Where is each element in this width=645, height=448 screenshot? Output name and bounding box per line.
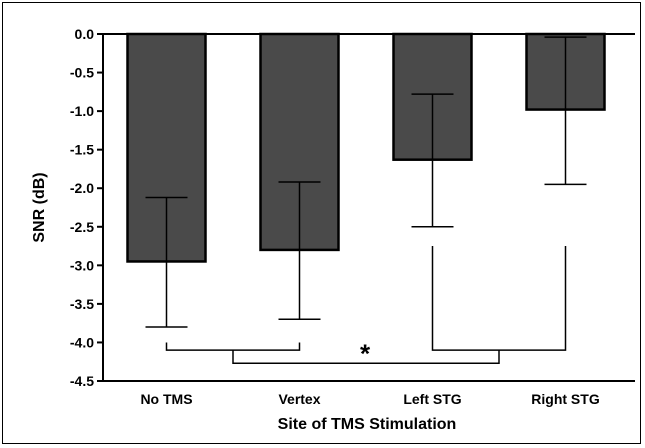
y-tick-label: -1.0 bbox=[70, 103, 94, 119]
x-tick-label: Right STG bbox=[531, 391, 600, 407]
y-tick-label: -4.5 bbox=[70, 373, 94, 389]
y-tick-label: -2.0 bbox=[70, 180, 94, 196]
significance-star: * bbox=[360, 338, 371, 368]
x-tick-label: Vertex bbox=[278, 391, 320, 407]
x-axis-title: Site of TMS Stimulation bbox=[278, 416, 457, 433]
x-tick-label: No TMS bbox=[140, 391, 192, 407]
bracket-left-right-stg bbox=[433, 246, 566, 350]
y-tick-label: -1.5 bbox=[70, 142, 94, 158]
y-tick-label: -3.5 bbox=[70, 296, 94, 312]
y-tick-label: -3.0 bbox=[70, 257, 94, 273]
bracket-no-tms-vertex bbox=[167, 342, 300, 350]
significance-bracket-right bbox=[433, 246, 566, 350]
y-axis-title: SNR (dB) bbox=[31, 172, 48, 242]
y-tick-label: -0.5 bbox=[70, 65, 94, 81]
x-tick-label: Left STG bbox=[403, 391, 461, 407]
y-tick-label: 0.0 bbox=[75, 26, 95, 42]
significance-bracket-left bbox=[167, 342, 300, 350]
y-tick-label: -2.5 bbox=[70, 219, 94, 235]
y-tick-label: -4.0 bbox=[70, 334, 94, 350]
